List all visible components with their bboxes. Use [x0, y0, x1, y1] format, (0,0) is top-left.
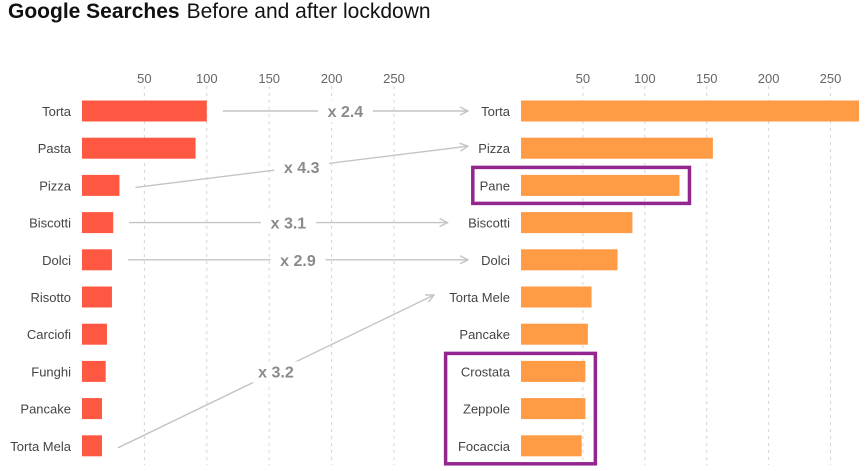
right-bar	[521, 323, 588, 345]
chart-title: Google Searches	[8, 0, 180, 23]
left-bar	[82, 435, 102, 457]
multiplier-label: x 2.4	[328, 104, 364, 121]
highlight-box	[443, 351, 598, 466]
right-bar	[521, 100, 859, 122]
multiplier-label-bg	[317, 101, 373, 122]
right-category-label: Pane	[480, 178, 510, 193]
left-category-label: Pasta	[38, 141, 72, 156]
right-category-label: Pizza	[478, 141, 511, 156]
left-bar	[82, 100, 207, 122]
left-category-label: Funghi	[31, 364, 71, 379]
right-bar	[521, 360, 586, 382]
left-category-label: Pizza	[39, 178, 72, 193]
right-bar	[521, 286, 592, 308]
right-category-label: Crostata	[461, 364, 511, 379]
right-x-tick-label: 100	[634, 71, 656, 86]
multiplier-label: x 3.1	[271, 216, 307, 233]
right-bar	[521, 137, 713, 159]
left-x-tick-label: 100	[196, 71, 218, 86]
right-x-tick-label: 250	[820, 71, 842, 86]
left-x-tick-label: 150	[258, 71, 280, 86]
right-x-tick-label: 200	[758, 71, 780, 86]
right-bar	[521, 435, 582, 457]
left-bar	[82, 137, 196, 159]
multiplier-label-bg	[270, 249, 326, 271]
right-category-label: Dolci	[481, 253, 510, 268]
chart-subtitle: Before and after lockdown	[186, 0, 431, 23]
left-bar	[82, 174, 120, 196]
chart-title-block: Google Searches Before and after lockdown	[8, 0, 431, 24]
right-bar	[521, 212, 633, 234]
right-x-tick-label: 50	[576, 71, 590, 86]
multiplier-label: x 3.2	[258, 364, 294, 381]
left-bar	[82, 323, 107, 345]
left-x-tick-label: 200	[321, 71, 343, 86]
left-category-label: Biscotti	[29, 216, 71, 231]
left-category-label: Torta	[42, 104, 72, 119]
right-x-tick-label: 150	[696, 71, 718, 86]
multiplier-label-bg	[248, 361, 304, 383]
left-x-tick-label: 250	[383, 71, 405, 86]
left-category-label: Pancake	[20, 402, 71, 417]
right-category-label: Torta Mele	[449, 290, 510, 305]
left-bar	[82, 212, 114, 234]
left-category-label: Dolci	[42, 253, 71, 268]
right-bar	[521, 174, 680, 196]
multiplier-label-bg	[274, 156, 330, 178]
multiplier-label-bg	[260, 212, 316, 234]
highlight-box	[471, 165, 692, 206]
left-category-label: Risotto	[31, 290, 71, 305]
multiplier-label: x 2.9	[280, 253, 316, 270]
left-category-label: Torta Mela	[10, 439, 71, 454]
right-category-label: Zeppole	[463, 402, 510, 417]
multiplier-label: x 4.3	[284, 160, 320, 177]
right-bar	[521, 398, 586, 420]
left-bar	[82, 360, 106, 382]
right-category-label: Focaccia	[458, 439, 511, 454]
right-bar	[521, 249, 618, 271]
left-x-tick-label: 50	[137, 71, 151, 86]
right-category-label: Pancake	[459, 327, 510, 342]
right-category-label: Biscotti	[468, 216, 510, 231]
left-bar	[82, 398, 102, 420]
left-bar	[82, 286, 112, 308]
left-category-label: Carciofi	[27, 327, 71, 342]
left-bar	[82, 249, 112, 271]
right-category-label: Torta	[481, 104, 511, 119]
